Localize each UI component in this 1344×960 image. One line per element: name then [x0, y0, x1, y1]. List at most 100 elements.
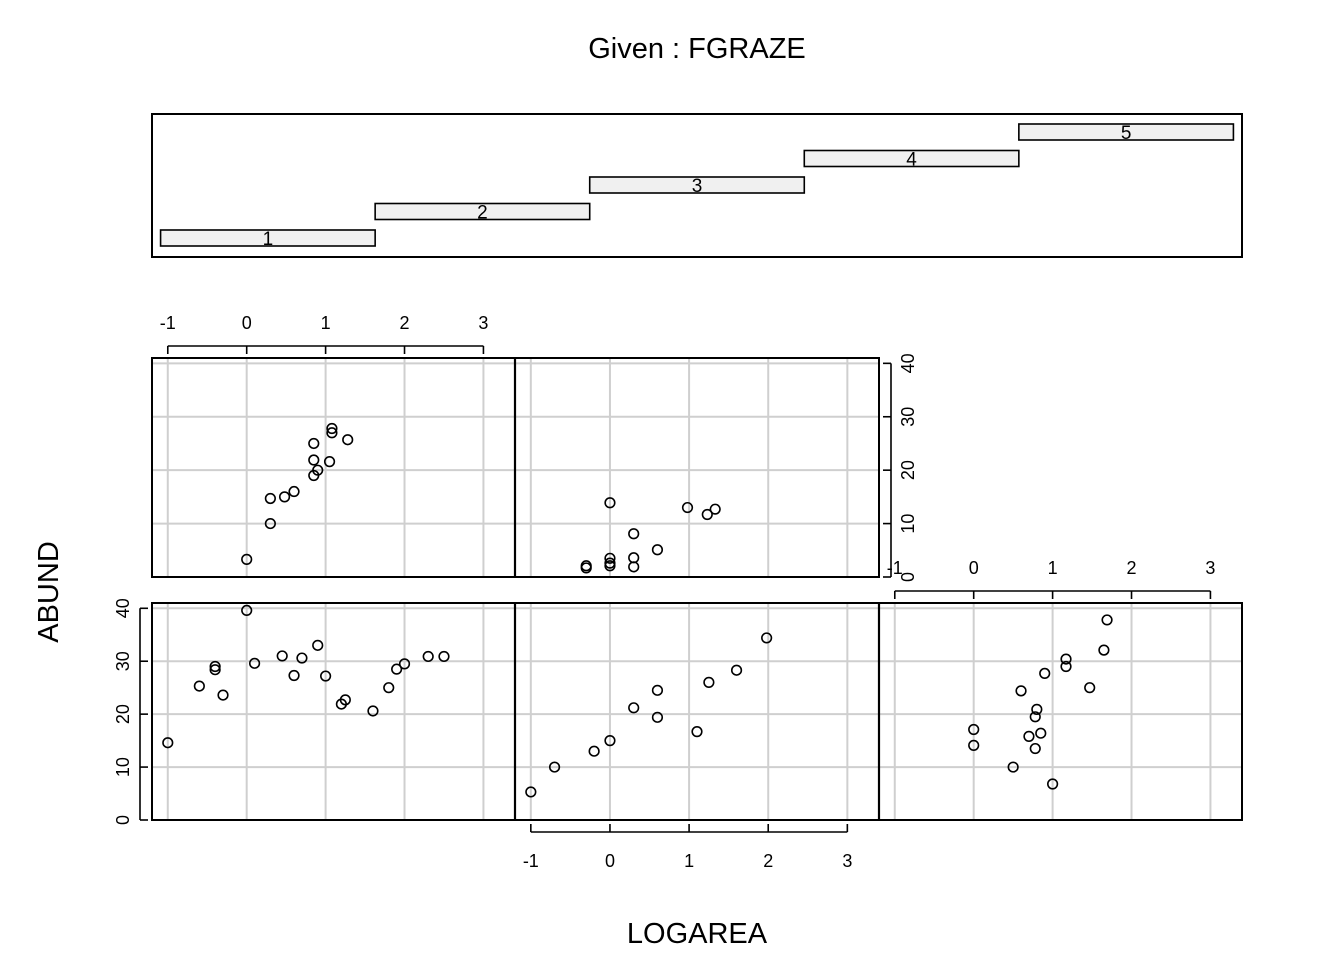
- scatter-panels: [152, 358, 1242, 821]
- y-tick-label: 40: [898, 353, 918, 373]
- data-point: [398, 658, 411, 670]
- data-point: [604, 735, 616, 747]
- data-point: [248, 657, 261, 669]
- data-point: [1084, 682, 1096, 694]
- data-point: [241, 553, 253, 565]
- data-point: [391, 663, 403, 675]
- given-interval-label-4: 4: [906, 150, 917, 171]
- data-point: [548, 761, 561, 773]
- data-point: [709, 503, 721, 515]
- y-axis-label: ABUND: [33, 541, 65, 643]
- data-point: [1039, 667, 1051, 679]
- x-axis-label: LOGAREA: [627, 918, 768, 950]
- data-point: [217, 689, 229, 701]
- data-point: [312, 639, 324, 651]
- data-point: [1031, 703, 1043, 715]
- data-point: [308, 454, 320, 466]
- data-point: [326, 422, 338, 435]
- x-tick-label: 3: [1205, 558, 1215, 578]
- given-interval-bar-5: [1018, 123, 1235, 141]
- data-point: [438, 650, 450, 663]
- data-point: [628, 702, 640, 714]
- data-point: [1047, 778, 1059, 790]
- data-point: [193, 680, 205, 692]
- x-tick-label: 1: [1048, 558, 1058, 578]
- given-panel-frame: [151, 113, 1243, 258]
- y-tick-label: 0: [898, 572, 918, 582]
- data-point: [651, 711, 664, 723]
- data-point: [604, 497, 616, 509]
- data-point: [320, 670, 332, 682]
- x-tick-label: -1: [523, 851, 539, 871]
- data-point: [525, 786, 537, 798]
- data-point: [968, 723, 980, 736]
- panel-given-4: [152, 358, 515, 578]
- data-point: [580, 560, 592, 572]
- panel-given-5: [515, 358, 879, 578]
- data-point: [209, 664, 221, 676]
- x-tick-label: 2: [400, 313, 410, 333]
- y-tick-label: 20: [113, 704, 133, 724]
- data-point: [730, 664, 743, 676]
- data-point: [1060, 653, 1072, 665]
- data-point: [761, 632, 773, 644]
- panel-given-3: [879, 603, 1242, 821]
- bottom-row-frame: [151, 602, 1243, 821]
- data-point: [296, 652, 308, 664]
- y-tick-label: 30: [113, 651, 133, 671]
- data-point: [604, 560, 616, 572]
- y-tick-label: 0: [113, 815, 133, 825]
- y-tick-label: 40: [113, 598, 133, 618]
- given-interval-bar-3: [588, 176, 806, 194]
- data-point: [1098, 644, 1110, 656]
- data-point: [1029, 711, 1041, 723]
- y-tick-label: 30: [898, 407, 918, 427]
- data-point: [276, 650, 288, 662]
- data-point: [308, 437, 320, 450]
- x-tick-label: 2: [1127, 558, 1137, 578]
- data-point: [1007, 761, 1019, 773]
- y-tick-label: 10: [898, 514, 918, 534]
- given-interval-bar-2: [374, 202, 591, 221]
- panel-given-2: [515, 603, 879, 821]
- data-point: [288, 669, 300, 682]
- data-point: [339, 694, 351, 706]
- data-point: [691, 726, 703, 738]
- data-point: [651, 684, 664, 696]
- x-tick-label: 0: [969, 558, 979, 578]
- data-point: [241, 604, 253, 617]
- data-point: [588, 745, 600, 757]
- data-point: [968, 739, 980, 751]
- chart-title: Given : FGRAZE: [588, 33, 806, 65]
- data-point: [308, 469, 320, 482]
- data-point: [701, 508, 713, 521]
- data-point: [288, 485, 300, 498]
- given-panel: 1 2 3 4 5: [151, 113, 1243, 258]
- given-interval-bar-1: [159, 229, 376, 247]
- data-point: [209, 660, 221, 673]
- data-point: [264, 517, 276, 530]
- x-tick-label: 0: [605, 851, 615, 871]
- x-tick-label: 1: [684, 851, 694, 871]
- given-interval-bar-4: [803, 149, 1020, 168]
- data-point: [367, 705, 379, 717]
- data-point: [628, 552, 640, 564]
- data-point: [681, 501, 694, 514]
- given-interval-label-1: 1: [263, 229, 274, 250]
- data-point: [383, 682, 395, 694]
- x-tick-label: 3: [478, 313, 488, 333]
- data-point: [422, 650, 434, 663]
- panel-given-1: [152, 603, 515, 821]
- y-tick-label: 10: [113, 757, 133, 777]
- x-tick-label: 2: [763, 851, 773, 871]
- data-point: [703, 676, 715, 688]
- x-tick-label: 1: [321, 313, 331, 333]
- x-tick-label: 3: [842, 851, 852, 871]
- data-point: [342, 434, 354, 446]
- data-point: [1023, 730, 1035, 742]
- given-interval-label-3: 3: [692, 176, 703, 197]
- data-point: [1035, 727, 1047, 739]
- x-tick-label: 0: [242, 313, 252, 333]
